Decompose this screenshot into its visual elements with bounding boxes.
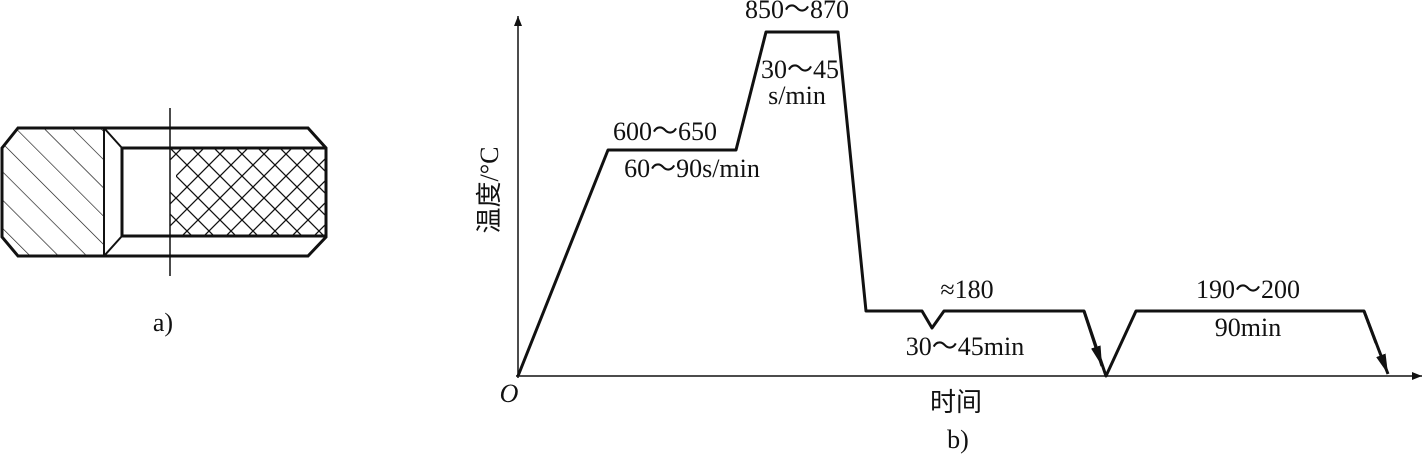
annotation: 30～45min bbox=[906, 332, 1024, 361]
figure-label: a) bbox=[153, 308, 173, 337]
process-curve bbox=[516, 30, 1378, 378]
annotation: 90min bbox=[1215, 313, 1281, 342]
arrow bbox=[1362, 310, 1390, 375]
figure-label: b) bbox=[947, 425, 969, 454]
origin-label: O bbox=[500, 379, 519, 408]
part-section bbox=[0, 108, 328, 276]
annotation: s/min bbox=[768, 81, 826, 110]
annotation: ≈180 bbox=[940, 275, 993, 304]
annotation: 190～200 bbox=[1196, 275, 1300, 304]
arrow bbox=[1082, 310, 1104, 367]
annotation: 30～45 bbox=[761, 55, 839, 84]
annotation: 60～90s/min bbox=[624, 154, 760, 183]
annotation: 850～870 bbox=[745, 0, 849, 24]
y-axis-label: 温度/°C bbox=[475, 147, 504, 234]
annotation: 600～650 bbox=[613, 117, 717, 146]
x-axis-label: 时间 bbox=[930, 388, 982, 417]
